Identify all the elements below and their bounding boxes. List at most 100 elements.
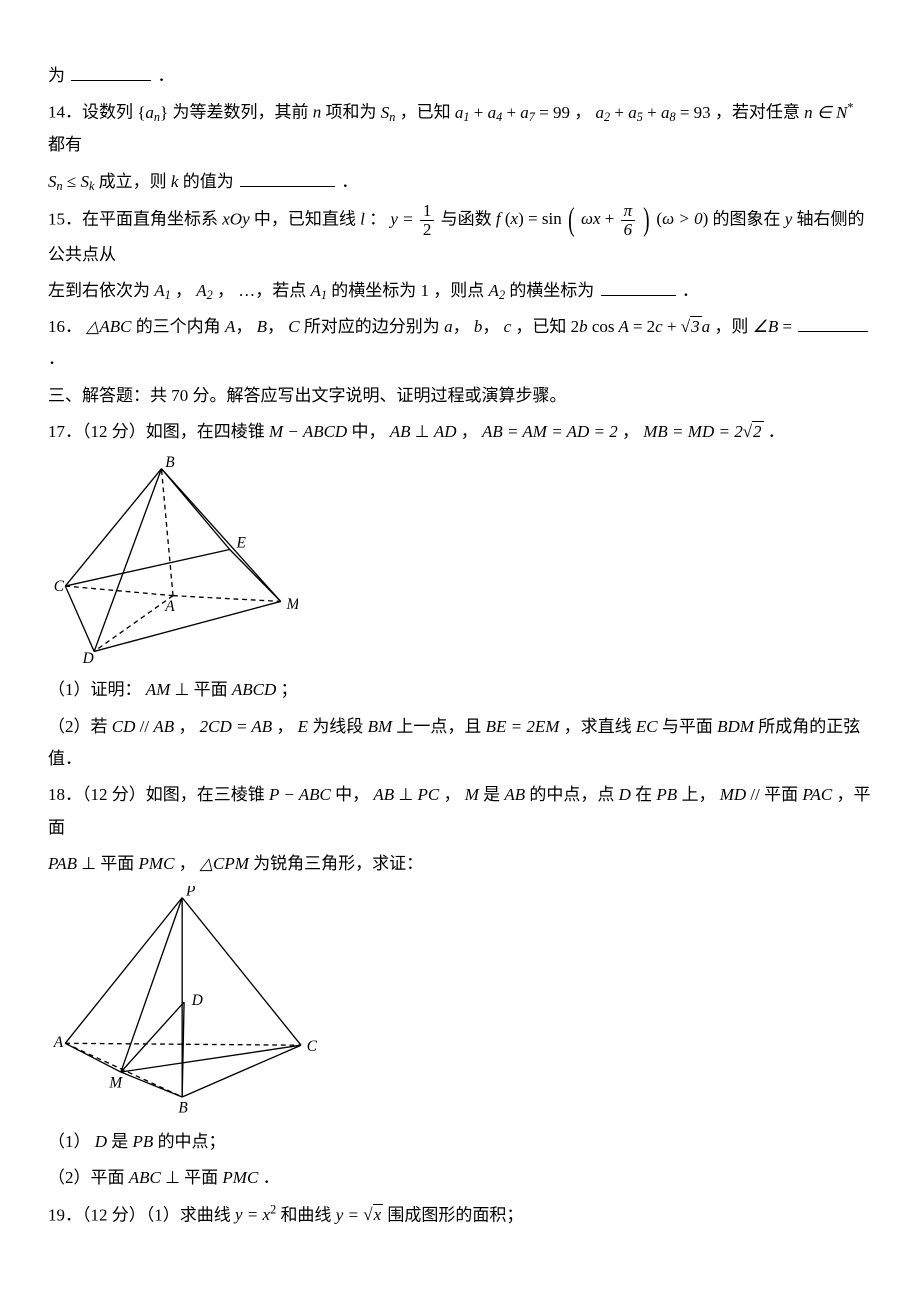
sqrtx: √x [363, 1205, 383, 1224]
q16-head: 16． [48, 317, 82, 336]
q18-M: M [465, 785, 479, 804]
svg-text:A: A [164, 598, 175, 615]
q15: 15．在平面直角坐标系 xOy 中，已知直线 l ： y = 12 与函数 f … [48, 202, 872, 271]
a2: a [488, 103, 497, 122]
q14-mid2: 项和为 [325, 103, 376, 122]
q18-p2pmc: PMC [222, 1168, 258, 1187]
il-n: n [57, 179, 63, 193]
q18-p1D: D [95, 1132, 107, 1151]
br: 93 [694, 103, 711, 122]
a3: a [520, 103, 529, 122]
q18-AB: AB [504, 785, 525, 804]
q17-be: BE = 2EM [486, 717, 560, 736]
six: 6 [621, 221, 636, 239]
q17-period: ． [768, 422, 785, 441]
q18-tri: △CPM [200, 854, 249, 873]
q18-m4: 在 [635, 785, 652, 804]
q17-p2m3: 上一点，且 [396, 717, 481, 736]
q17-cd: CD [112, 717, 136, 736]
q14-sep1: ， [574, 103, 591, 122]
q17-mid1: 中， [351, 422, 385, 441]
s3: 7 [529, 110, 535, 124]
q15-l2a: 左到右依次为 [48, 281, 150, 300]
q14-tail1: 都有 [48, 135, 82, 154]
q18-p1m: 是 [111, 1132, 128, 1151]
bs3: 8 [669, 110, 675, 124]
q15-A2: A2 [196, 281, 213, 300]
q15-mid1: 中，已知直线 [254, 209, 356, 228]
q18-r1l: AB [373, 785, 394, 804]
y1t: y = x [235, 1205, 270, 1224]
q18-m9: ， [179, 854, 196, 873]
q19: 19．（12 分）（1）求曲线 y = x2 和曲线 y = √x 围成图形的面… [48, 1199, 872, 1232]
q15-A1b: A1 [311, 281, 328, 300]
q18-PMC: PMC [139, 854, 175, 873]
bop1: + [614, 103, 624, 122]
q17-p1a: （1）证明： [48, 680, 142, 699]
A2bs: 2 [499, 288, 505, 302]
q14: 14．设数列 {an} 为等差数列，其前 n 项和为 Sn ，已知 a1 + a… [48, 96, 872, 161]
q18-p2a: （2）平面 [48, 1168, 125, 1187]
eqs: = [633, 317, 643, 336]
q17-p2m4: ，求直线 [564, 717, 632, 736]
q16-eq: 2b cos A = 2c + √3a [571, 317, 715, 336]
q18-part2: （2）平面 ABC ⊥ 平面 PMC ． [48, 1162, 872, 1194]
svg-text:C: C [54, 578, 65, 595]
nin-t: n ∈ N [804, 103, 847, 122]
q17-sep1: ， [461, 422, 478, 441]
three: 3 [690, 316, 702, 336]
q16-mid3: ，已知 [515, 317, 566, 336]
q18-p2e: ． [263, 1168, 280, 1187]
bs2: 5 [637, 110, 643, 124]
q18-svg: PDACMB [48, 886, 324, 1122]
svg-text:C: C [307, 1038, 318, 1055]
q17-p1e: ； [281, 680, 298, 699]
y2a: x [373, 1204, 384, 1224]
q14-period: ． [341, 172, 358, 191]
section-3-heading: 三、解答题：共 70 分。解答应写出文字说明、证明过程或演算步骤。 [48, 380, 872, 412]
q14-mid4: ，若对任意 [715, 103, 800, 122]
q16: 16． △ABC 的三个内角 A， B， C 所对应的边分别为 a， b， c … [48, 311, 872, 376]
q18-MD: MD [720, 785, 746, 804]
q16-mid4: ，则 [714, 317, 748, 336]
q15-mid6: ，则点 [433, 281, 484, 300]
pi6: π6 [621, 202, 636, 239]
q18-perp: ⊥ [398, 785, 413, 804]
q18-PB: PB [656, 785, 677, 804]
q14-k: k [171, 172, 179, 191]
q13-blank [71, 64, 151, 81]
brace-close: } [160, 103, 168, 122]
q17-part2: （2）若 CD // AB ， 2CD = AB ， E 为线段 BM 上一点，… [48, 711, 872, 776]
q15-y: y = [390, 209, 413, 228]
q18-m10: 为锐角三角形，求证： [253, 854, 423, 873]
AA: A [618, 317, 628, 336]
q17-p2a: （2）若 [48, 717, 108, 736]
s2: 4 [496, 110, 502, 124]
q13-tail: 为 ． [48, 60, 872, 92]
q16-b: b [474, 317, 483, 336]
q15-A2b: A2 [489, 281, 506, 300]
sqrt3: √3 [681, 317, 702, 336]
y1p: 2 [270, 1203, 276, 1217]
two2: 2 [647, 317, 656, 336]
q16-A: A [225, 317, 235, 336]
q18-p2perp: ⊥ [165, 1168, 180, 1187]
q18-par: // [750, 785, 764, 804]
q17-part1: （1）证明： AM ⊥ 平面 ABCD ； [48, 674, 872, 706]
bs1: 2 [604, 110, 610, 124]
cond: ω > 0 [662, 209, 702, 228]
q15-tail: 的横坐标为 [509, 281, 594, 300]
q17-ab: AB [153, 717, 174, 736]
q17-par: // [140, 717, 154, 736]
q19-y1: y = x2 [235, 1205, 276, 1224]
svg-text:A: A [53, 1034, 64, 1051]
q15-one: 1 [421, 281, 430, 300]
q15-period: ． [682, 281, 699, 300]
il-S: S [48, 172, 57, 191]
b2: a [628, 103, 637, 122]
two: 2 [571, 317, 580, 336]
q16-C: C [288, 317, 299, 336]
q16-B: B [257, 317, 267, 336]
q15-line2: 左到右依次为 A1 ， A2 ， …，若点 A1 的横坐标为 1 ，则点 A2 … [48, 275, 872, 307]
q15-s2: ， [217, 281, 234, 300]
